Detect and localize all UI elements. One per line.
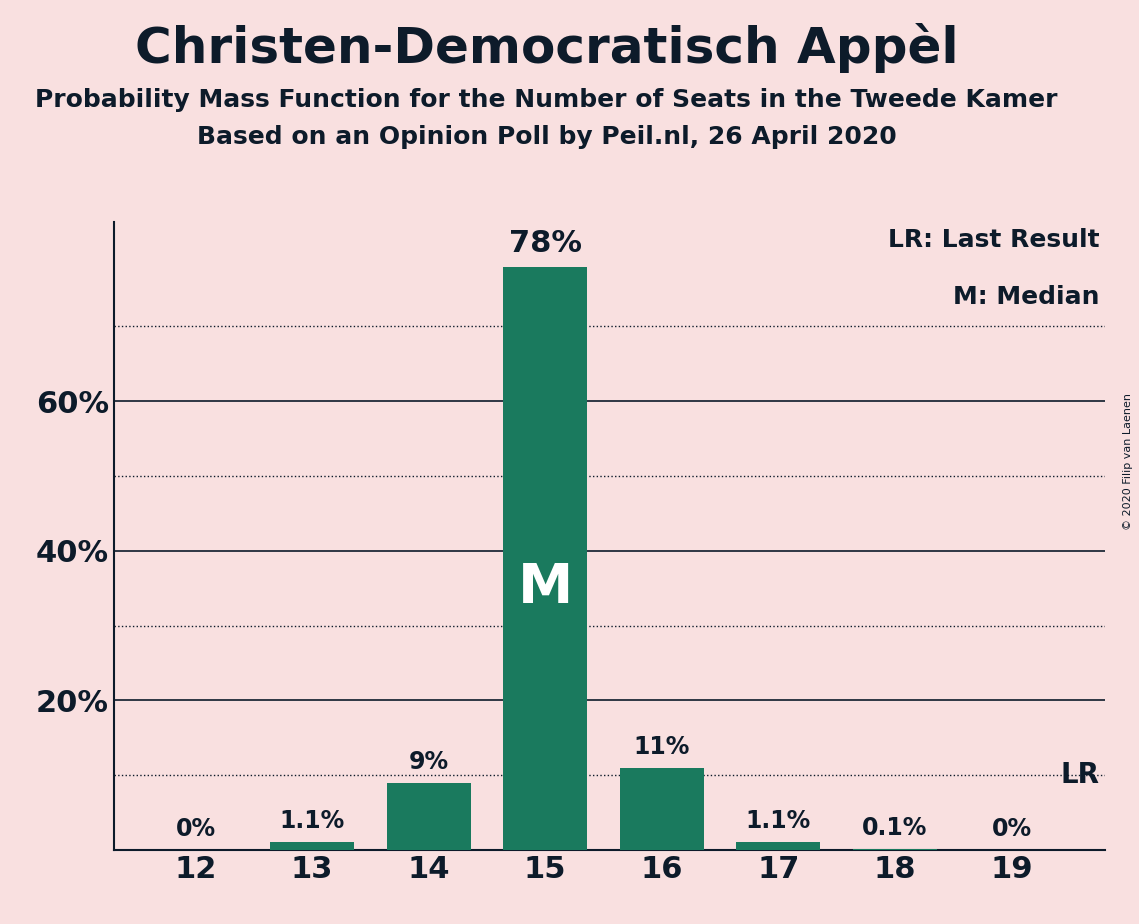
Text: M: M: [517, 561, 573, 614]
Text: M: Median: M: Median: [953, 285, 1100, 309]
Text: 1.1%: 1.1%: [279, 808, 345, 833]
Text: 0%: 0%: [992, 817, 1032, 841]
Text: LR: Last Result: LR: Last Result: [888, 228, 1100, 252]
Text: Christen-Democratisch Appèl: Christen-Democratisch Appèl: [134, 23, 959, 73]
Bar: [620, 768, 704, 850]
Text: Probability Mass Function for the Number of Seats in the Tweede Kamer: Probability Mass Function for the Number…: [35, 88, 1058, 112]
Text: LR: LR: [1060, 761, 1099, 789]
Bar: [270, 842, 354, 850]
Text: © 2020 Filip van Laenen: © 2020 Filip van Laenen: [1123, 394, 1133, 530]
Text: 0.1%: 0.1%: [862, 817, 927, 840]
Text: 1.1%: 1.1%: [746, 808, 811, 833]
Text: 78%: 78%: [509, 228, 582, 258]
Bar: [503, 267, 588, 850]
Bar: [737, 842, 820, 850]
Text: 11%: 11%: [633, 735, 690, 759]
Text: 9%: 9%: [409, 749, 449, 773]
Text: 0%: 0%: [175, 817, 215, 841]
Bar: [387, 783, 470, 850]
Text: Based on an Opinion Poll by Peil.nl, 26 April 2020: Based on an Opinion Poll by Peil.nl, 26 …: [197, 125, 896, 149]
